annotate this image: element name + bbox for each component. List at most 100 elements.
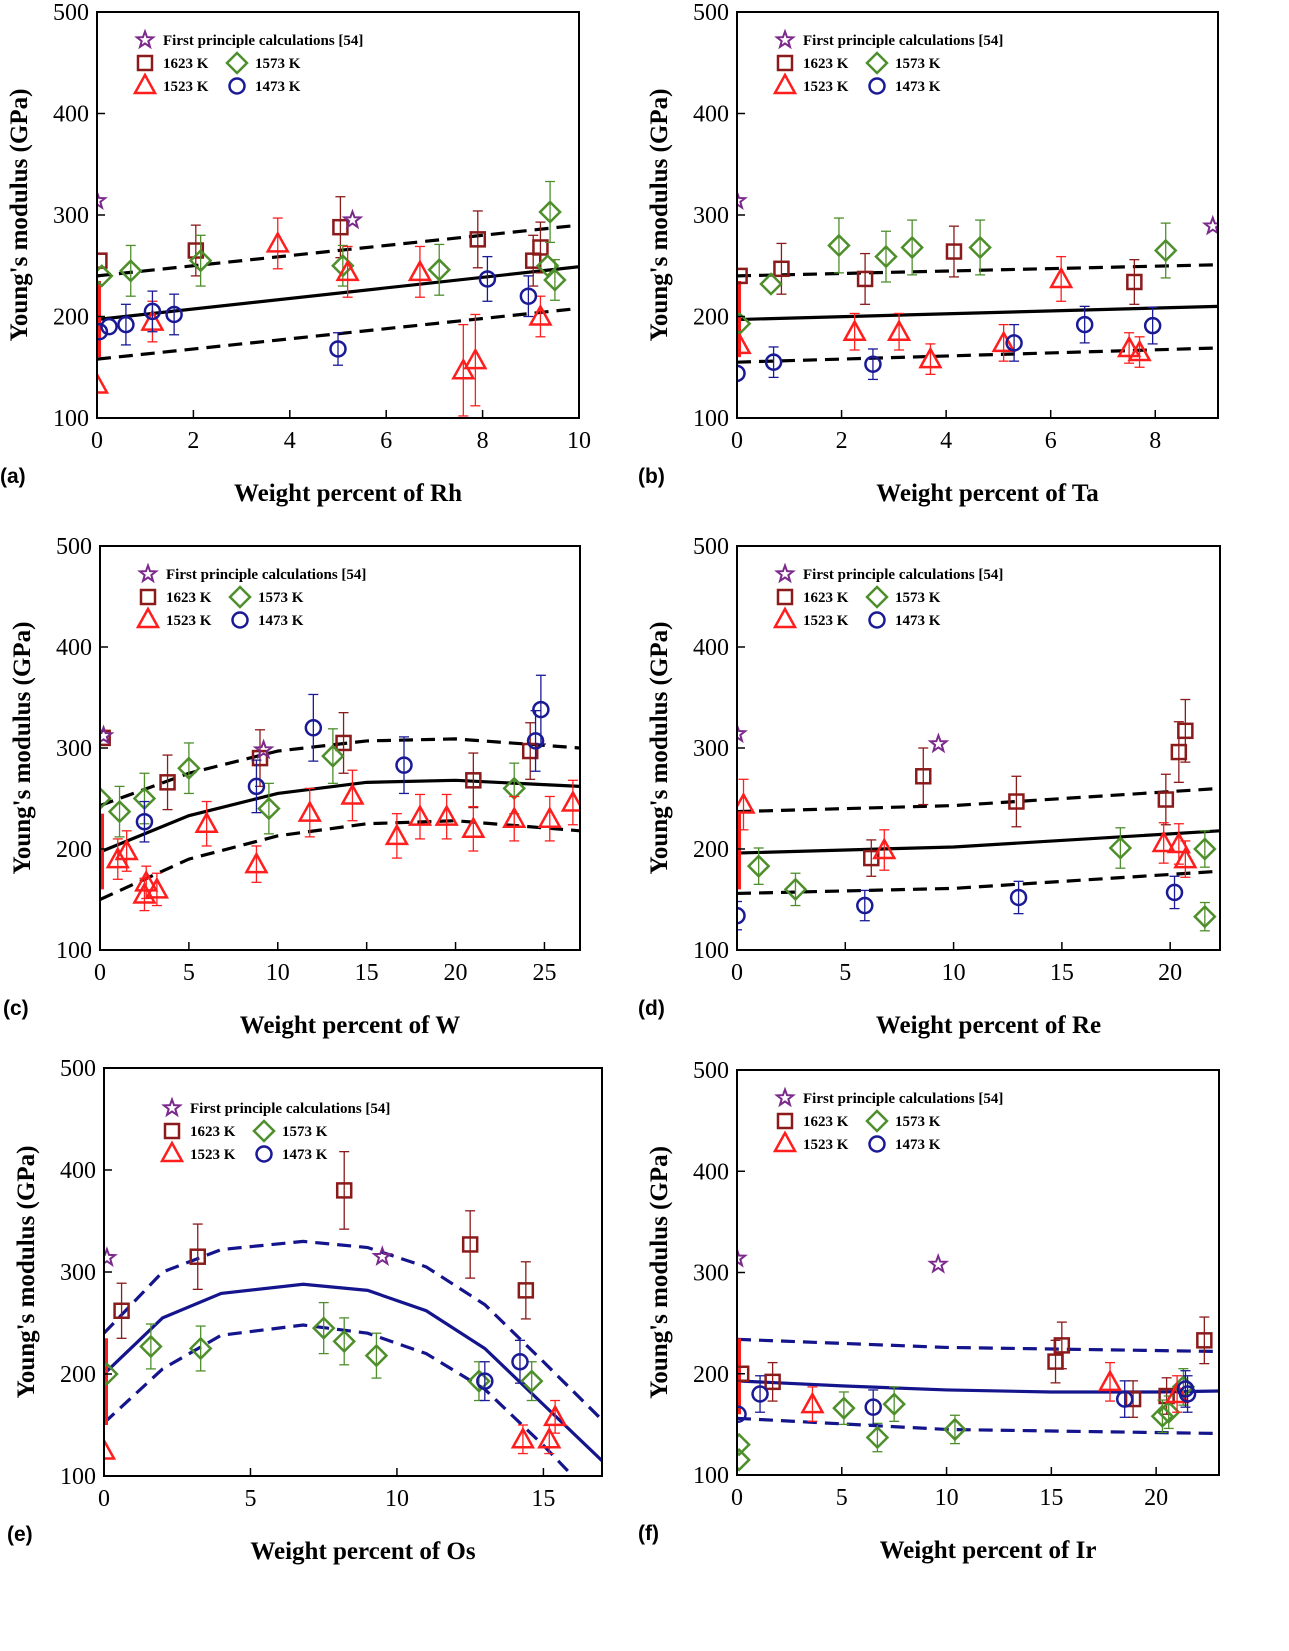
x-tick-label: 0	[91, 428, 103, 454]
legend-label: 1623 K	[163, 56, 209, 72]
legend-square-icon	[776, 588, 794, 606]
point-s1473	[1143, 316, 1162, 335]
x-axis-label: Weight percent of Rh	[234, 480, 462, 507]
fit-line	[100, 778, 580, 854]
point-s1473	[165, 305, 183, 324]
point-s1573	[332, 1329, 356, 1354]
point-s1623	[1008, 793, 1025, 810]
x-tick-label: 10	[567, 428, 591, 454]
point-s1523	[335, 259, 360, 282]
y-tick-label: 200	[53, 305, 89, 331]
point-s1523	[384, 823, 410, 846]
point-s1623	[1157, 791, 1175, 808]
legend-diamond-icon	[228, 585, 252, 609]
point-s1573	[759, 272, 783, 296]
point-first-principle	[1201, 214, 1218, 236]
x-tick-label: 15	[1039, 1485, 1063, 1511]
point-s1473	[395, 756, 413, 774]
point-s1523	[134, 869, 159, 892]
y-tick-label: 200	[56, 837, 92, 863]
y-tick-label: 100	[693, 406, 729, 432]
point-s1573	[1108, 836, 1133, 860]
x-tick-label: 0	[98, 1486, 110, 1512]
x-tick-label: 20	[1158, 960, 1182, 986]
point-s1523	[1173, 846, 1198, 869]
legend-label: First principle calculations [54]	[803, 567, 1003, 583]
point-s1473	[864, 1398, 882, 1416]
point-s1523	[886, 319, 912, 341]
point-s1623	[465, 772, 482, 789]
legend-diamond-icon	[865, 51, 889, 75]
plot-area	[737, 698, 1220, 932]
x-axis-label: Weight percent of Os	[250, 1538, 475, 1565]
plot-area	[737, 1246, 1219, 1472]
point-s1473	[526, 732, 545, 750]
point-s1473	[247, 777, 266, 796]
point-s1573	[107, 799, 132, 824]
point-s1523	[537, 1426, 562, 1449]
fit-line	[737, 304, 1218, 322]
point-s1623	[1124, 1390, 1142, 1408]
y-axis-label: Young's modulus (GPa)	[646, 622, 673, 875]
y-axis-label: Young's modulus (GPa)	[9, 622, 36, 875]
legend-label: 1473 K	[282, 1147, 328, 1163]
point-s1623	[189, 1248, 206, 1265]
point-s1623	[335, 1182, 353, 1199]
legend-label: 1573 K	[895, 1114, 941, 1130]
panel-c: 100 200 300 400 500 0 5 10 15 20 25 Weight percent …	[3, 534, 581, 1039]
point-s1623	[97, 252, 108, 269]
x-tick-label: 20	[1144, 1485, 1168, 1511]
x-tick-label: 8	[477, 428, 489, 454]
point-s1573	[1193, 904, 1217, 929]
point-s1523	[502, 806, 527, 828]
legend-circle-icon	[868, 611, 886, 629]
lower-bound-line	[737, 1416, 1219, 1436]
y-axis-label: Young's modulus (GPa)	[646, 1146, 673, 1399]
legend-square-icon	[776, 1112, 794, 1130]
point-first-principle	[737, 1246, 748, 1268]
point-s1573	[139, 1334, 163, 1359]
legend: First principle calculations [54] 1623 K 1…	[772, 562, 1003, 629]
point-first-principle	[252, 738, 275, 760]
panel-f: 100 200 300 400 500 0 5 10 15 20 Weight percent of…	[638, 1058, 1220, 1564]
point-s1523	[737, 332, 752, 355]
point-s1473	[511, 1353, 529, 1371]
legend-triangle-icon	[132, 72, 158, 95]
point-s1623	[915, 768, 932, 785]
legend-label: First principle calculations [54]	[166, 567, 366, 583]
legend-label: First principle calculations [54]	[803, 33, 1003, 49]
lower-bound-line	[737, 869, 1220, 896]
point-s1473	[864, 355, 882, 373]
x-tick-label: 0	[731, 960, 743, 986]
x-tick-label: 10	[935, 1485, 959, 1511]
legend: First principle calculations [54] 1623 K 1…	[772, 28, 1003, 95]
legend-label: 1623 K	[166, 590, 212, 606]
y-tick-label: 500	[693, 0, 729, 26]
plot-frame	[736, 11, 1219, 419]
x-tick-label: 4	[940, 428, 952, 454]
panel-e: 100 200 300 400 500 0 5 10 15 Weight percent of O…	[7, 1056, 603, 1565]
upper-bound-line	[737, 786, 1220, 814]
point-s1523	[537, 806, 562, 828]
point-s1473	[135, 812, 154, 831]
point-s1623	[159, 774, 176, 791]
legend-square-icon	[139, 588, 157, 606]
x-tick-label: 15	[1050, 960, 1074, 986]
point-s1473	[1178, 1385, 1197, 1403]
point-s1523	[104, 1437, 117, 1460]
plot-area	[104, 1150, 602, 1476]
point-s1573	[737, 1448, 751, 1472]
legend-label: 1623 K	[803, 1114, 849, 1130]
x-tick-label: 5	[244, 1486, 256, 1512]
point-s1523	[800, 1391, 825, 1414]
legend-square-icon	[136, 54, 154, 72]
point-s1523	[407, 804, 433, 826]
point-s1573	[100, 786, 112, 811]
x-tick-label: 10	[266, 960, 290, 986]
x-tick-label: 15	[355, 960, 379, 986]
point-s1623	[461, 1236, 479, 1253]
point-s1473	[532, 700, 550, 719]
point-s1523	[1097, 1369, 1123, 1392]
panel-label: (c)	[3, 997, 29, 1020]
panel-a: 100 200 300 400 500 0 2 4 6 8 10 Weight percent of …	[0, 0, 591, 507]
